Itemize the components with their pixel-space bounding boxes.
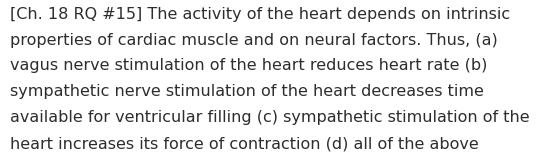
Text: available for ventricular filling (c) sympathetic stimulation of the: available for ventricular filling (c) sy… (10, 110, 530, 125)
Text: heart increases its force of contraction (d) all of the above: heart increases its force of contraction… (10, 136, 479, 151)
Text: sympathetic nerve stimulation of the heart decreases time: sympathetic nerve stimulation of the hea… (10, 84, 484, 99)
Text: properties of cardiac muscle and on neural factors. Thus, (a): properties of cardiac muscle and on neur… (10, 33, 498, 48)
Text: vagus nerve stimulation of the heart reduces heart rate (b): vagus nerve stimulation of the heart red… (10, 58, 488, 73)
Text: [Ch. 18 RQ #15] The activity of the heart depends on intrinsic: [Ch. 18 RQ #15] The activity of the hear… (10, 7, 510, 22)
